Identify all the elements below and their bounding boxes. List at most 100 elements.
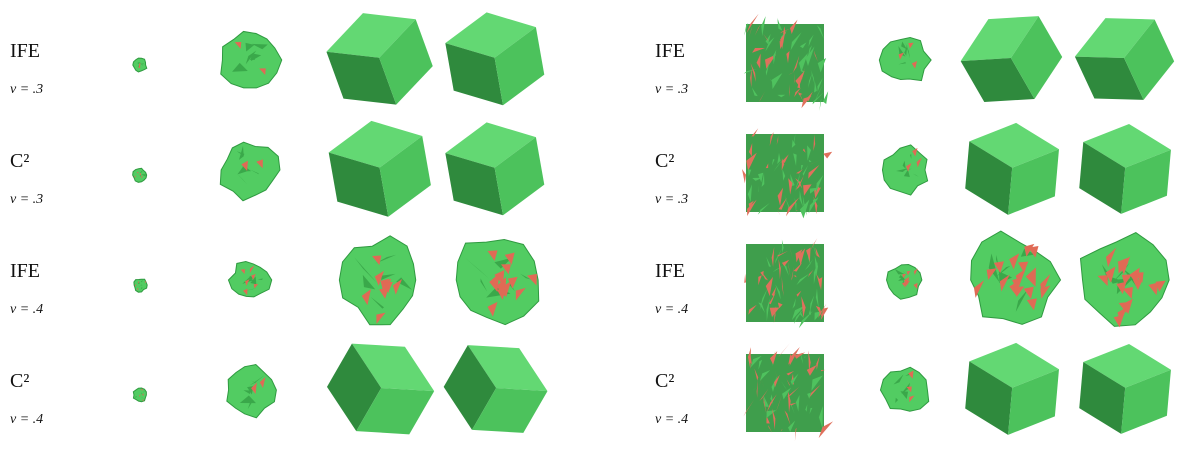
blob-spike (1129, 267, 1140, 285)
blob-facet (257, 278, 263, 280)
spike (808, 384, 821, 399)
blob-facet (137, 396, 141, 398)
blob-facet (247, 400, 254, 410)
spike (815, 247, 820, 258)
spike (771, 246, 775, 267)
spike (772, 265, 785, 273)
blob-render (881, 144, 929, 196)
spike (800, 165, 804, 171)
spike (759, 388, 769, 401)
spike (781, 259, 790, 267)
spike (751, 128, 759, 137)
cube-face-top (328, 120, 423, 168)
cube-render (443, 345, 548, 433)
spiky-render (743, 13, 829, 111)
spike (803, 184, 812, 196)
nu-label: ν = .4 (655, 302, 688, 317)
spike (793, 72, 796, 84)
spike (787, 258, 791, 280)
cube-face-top (467, 345, 548, 392)
spike (808, 164, 820, 179)
spike (813, 83, 824, 105)
blob-facet (141, 63, 146, 65)
blob-spike (1117, 257, 1128, 272)
spike (766, 256, 771, 267)
nu-label: ν = .4 (655, 412, 688, 427)
spike (768, 292, 776, 305)
cube-face-right (1124, 19, 1175, 100)
spike (790, 19, 798, 35)
blob-spike (1040, 285, 1051, 299)
spike (809, 187, 819, 194)
blob-spike (504, 252, 515, 265)
blob-spike (507, 276, 518, 289)
blob-spike (487, 301, 498, 317)
blob-facet (362, 274, 376, 290)
blob-render (338, 235, 417, 326)
blob-facet (140, 397, 145, 399)
cube-face-right (1010, 16, 1063, 99)
spike (758, 359, 763, 370)
blob-spike (501, 281, 512, 298)
blob-spike (1105, 247, 1117, 268)
nu-label: ν = .3 (655, 192, 688, 207)
spike (756, 53, 761, 69)
cube-face-top (351, 343, 435, 392)
cube-face-right (1008, 149, 1059, 215)
blob-facet (245, 42, 255, 52)
blob-facet (909, 154, 912, 159)
spike (766, 410, 777, 418)
method-label: C² (655, 150, 674, 172)
blob-spike (1023, 286, 1034, 299)
blob-spike (1025, 267, 1036, 287)
spike (763, 33, 769, 42)
blob-spike (906, 270, 911, 276)
spiky-body (746, 244, 824, 322)
blob-render (879, 366, 930, 412)
spike (793, 55, 800, 73)
blob-spike (241, 160, 248, 171)
blob-facet (140, 392, 143, 395)
blob-spike (134, 284, 137, 287)
spike (766, 394, 777, 413)
spike (795, 70, 805, 87)
spike (792, 298, 796, 309)
spike (765, 163, 769, 169)
blob-facet (1122, 268, 1137, 288)
cube-face-top (969, 342, 1059, 388)
blob-facet (237, 173, 247, 185)
spike (794, 87, 801, 97)
cube-face-left (443, 345, 497, 430)
blob-spike (901, 281, 906, 288)
blob-spike (361, 289, 371, 306)
cube-face-top (969, 122, 1059, 168)
labels: IFE ν = .3 C² ν = .3 IFE ν = .4 C² ν = .4 IFE ν =… (10, 40, 688, 427)
spike (816, 25, 824, 39)
blob-facet (905, 42, 911, 59)
spike (747, 347, 752, 369)
spike (793, 262, 803, 272)
spike (794, 427, 797, 442)
cube-render (1079, 343, 1171, 434)
blob-facet (900, 391, 909, 400)
spike (754, 368, 759, 381)
spike (778, 258, 781, 280)
spike (814, 82, 817, 93)
blob-facet (909, 59, 914, 67)
spike (771, 286, 777, 297)
spike (777, 187, 784, 206)
blob-spike (372, 255, 382, 266)
blob-spike (906, 386, 912, 393)
blob-facet (140, 280, 143, 283)
blob-facet (898, 62, 907, 65)
spike (744, 23, 749, 36)
spike (808, 350, 811, 372)
blob-render (132, 57, 148, 73)
blob-facet (900, 382, 909, 390)
cube-face-left (445, 43, 503, 106)
spike (791, 139, 796, 148)
spike (786, 50, 790, 64)
spike (795, 249, 803, 263)
blob-facet (245, 50, 257, 65)
spike (801, 67, 805, 81)
